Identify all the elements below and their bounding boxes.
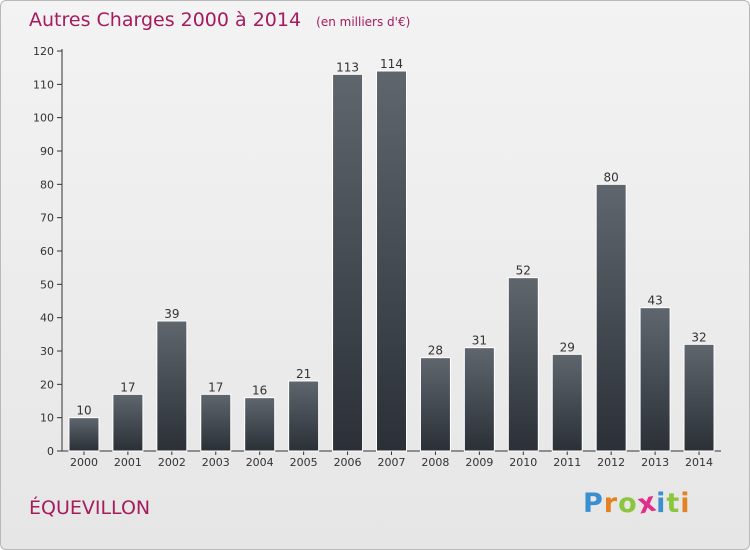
bar-2005 [288, 380, 320, 452]
y-tick-label: 70 [40, 212, 54, 225]
bar-value-label: 113 [336, 60, 359, 74]
logo-letter: i [656, 488, 667, 519]
bar-value-label: 17 [120, 380, 135, 394]
bar-2004 [244, 397, 276, 452]
logo-letter: o [618, 488, 638, 519]
bar-value-label: 52 [516, 264, 531, 278]
bar-value-label: 31 [472, 334, 487, 348]
title-row: Autres Charges 2000 à 2014 (en milliers … [29, 9, 410, 31]
chart-title: Autres Charges 2000 à 2014 [29, 9, 302, 31]
bars: 10 17 39 17 16 21 113 114 28 31 52 29 80 43 32 [68, 57, 715, 452]
bar-2011 [551, 353, 583, 452]
y-tick-label: 120 [33, 45, 54, 58]
y-tick-label: 20 [40, 378, 54, 391]
logo-letter: P [583, 488, 604, 519]
y-tick-label: 110 [33, 78, 54, 91]
bar-2001 [112, 393, 144, 452]
city-name: ÉQUEVILLON [29, 497, 151, 519]
y-tick-label: 100 [33, 112, 54, 125]
y-tick-label: 30 [40, 345, 54, 358]
y-tick-label: 40 [40, 312, 54, 325]
x-tick-label: 2001 [114, 456, 142, 469]
x-tick-label: 2009 [465, 456, 493, 469]
y-tick-label: 0 [47, 445, 54, 458]
bar-2010 [507, 277, 539, 452]
y-tick-label: 50 [40, 278, 54, 291]
bar-2000 [68, 417, 100, 452]
bar-2014 [683, 343, 715, 452]
bar-2012 [595, 183, 627, 452]
y-tick-label: 90 [40, 145, 54, 158]
bar-value-label: 29 [560, 340, 575, 354]
y-tick-label: 80 [40, 178, 54, 191]
bar-2009 [463, 347, 495, 452]
bar-2002 [156, 320, 188, 452]
bar-2007 [376, 70, 407, 452]
x-axis: 2000 2001 2002 2003 2004 2005 2006 2007 2008 2009… [62, 450, 721, 469]
bar-value-label: 32 [691, 330, 706, 344]
bar-2013 [639, 307, 671, 452]
x-tick-label: 2006 [334, 456, 362, 469]
bar-value-label: 28 [428, 344, 443, 358]
x-tick-label: 2010 [509, 456, 537, 469]
x-tick-label: 2003 [202, 456, 230, 469]
logo-letter: i [680, 488, 691, 519]
proxiti-logo[interactable]: Proxiti [583, 486, 691, 520]
x-tick-label: 2002 [158, 456, 186, 469]
x-tick-label: 2014 [685, 456, 713, 469]
logo-letter: r [603, 488, 619, 519]
bar-2008 [419, 357, 451, 452]
bar-value-label: 16 [252, 384, 267, 398]
bar-value-label: 80 [604, 170, 619, 184]
x-tick-label: 2013 [641, 456, 669, 469]
bar-2003 [200, 393, 232, 452]
y-tick-label: 10 [40, 412, 54, 425]
bar-value-label: 114 [380, 57, 403, 71]
bar-value-label: 39 [164, 307, 179, 321]
x-tick-label: 2005 [290, 456, 318, 469]
bar-value-label: 10 [76, 404, 91, 418]
bar-value-label: 17 [208, 380, 223, 394]
logo-letter: t [666, 488, 681, 519]
x-tick-label: 2012 [597, 456, 625, 469]
y-axis: 0 10 20 30 40 50 60 70 80 90 100 110 120 [33, 45, 63, 458]
x-tick-label: 2004 [246, 456, 274, 469]
bar-value-label: 21 [296, 367, 311, 381]
y-tick-label: 60 [40, 245, 54, 258]
chart-subtitle: (en milliers d'€) [316, 15, 411, 29]
x-tick-label: 2000 [70, 456, 98, 469]
bar-value-label: 43 [647, 294, 662, 308]
x-tick-label: 2007 [378, 456, 406, 469]
x-tick-label: 2011 [553, 456, 581, 469]
bar-2006 [332, 73, 364, 452]
x-tick-label: 2008 [421, 456, 449, 469]
